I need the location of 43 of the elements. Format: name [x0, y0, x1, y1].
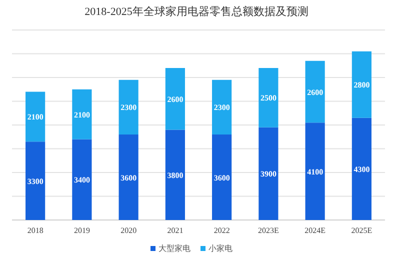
x-tick-label: 2024E — [304, 226, 326, 235]
bar — [26, 92, 46, 142]
data-label: 2300 — [214, 103, 230, 112]
data-label: 2800 — [354, 80, 370, 90]
data-label: 3300 — [27, 176, 44, 186]
data-label: 3600 — [120, 173, 137, 182]
bar — [258, 68, 278, 128]
bar — [72, 89, 92, 140]
bar — [305, 122, 325, 220]
x-tick-label: 2021 — [167, 226, 184, 235]
data-label: 2500 — [260, 94, 276, 103]
bar — [305, 60, 325, 123]
data-label: 3800 — [167, 170, 184, 180]
bar — [72, 139, 92, 220]
legend-label: 大型家电 — [158, 244, 190, 253]
x-tick-label: 2022 — [214, 226, 230, 235]
data-label: 2100 — [27, 112, 44, 122]
data-label: 4300 — [354, 164, 370, 174]
bar — [165, 130, 185, 220]
x-tick-label: 2023E — [258, 226, 279, 235]
data-label: 3400 — [74, 176, 90, 185]
x-tick-label: 2018 — [27, 226, 44, 235]
bar — [352, 51, 372, 118]
data-label: 3900 — [260, 170, 276, 179]
data-label: 3600 — [214, 173, 230, 182]
data-label: 2600 — [307, 88, 324, 97]
data-label: 2300 — [120, 103, 137, 112]
bar — [258, 127, 278, 220]
bar — [352, 118, 372, 220]
data-label: 4100 — [307, 167, 324, 176]
legend-label: 小家电 — [208, 244, 232, 253]
bar — [212, 80, 232, 134]
x-tick-label: 2025E — [351, 226, 372, 235]
chart-title: 2018-2025年全球家用电器零售总额数据及预测 — [84, 5, 308, 18]
bar — [118, 134, 138, 220]
data-label: 2600 — [167, 94, 184, 104]
x-tick-label: 2020 — [120, 226, 137, 235]
bar — [165, 68, 185, 130]
bar — [118, 80, 138, 134]
data-label: 2100 — [74, 110, 90, 120]
x-tick-label: 2019 — [74, 226, 90, 235]
bar — [212, 134, 232, 220]
bar — [26, 142, 46, 220]
